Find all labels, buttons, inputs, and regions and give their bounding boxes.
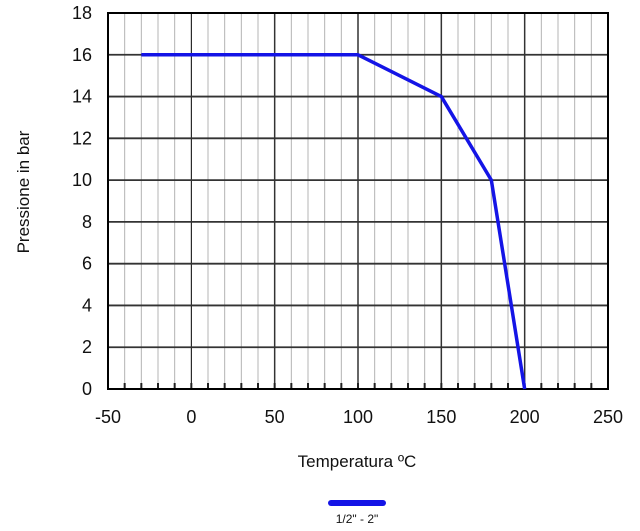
x-tick-label: 200 bbox=[510, 407, 540, 427]
y-tick-label: 0 bbox=[82, 379, 92, 399]
y-tick-label: 14 bbox=[72, 87, 92, 107]
minor-gridlines bbox=[124, 13, 592, 389]
y-tick-label: 18 bbox=[72, 3, 92, 23]
x-tick-label: 0 bbox=[186, 407, 196, 427]
y-tick-label: 8 bbox=[82, 212, 92, 232]
y-tick-label: 16 bbox=[72, 45, 92, 65]
legend-label: 1/2" - 2" bbox=[336, 512, 379, 526]
x-tick-label: -50 bbox=[95, 407, 121, 427]
x-axis-title: Temperatura ºC bbox=[298, 452, 417, 471]
y-tick-labels: 0 2 4 6 8 10 12 14 16 18 bbox=[72, 3, 92, 399]
legend: 1/2" - 2" bbox=[328, 500, 386, 526]
series-layer bbox=[141, 53, 527, 390]
y-axis-title: Pressione in bar bbox=[14, 130, 33, 253]
plot-frame bbox=[107, 12, 609, 390]
y-tick-label: 4 bbox=[82, 295, 92, 315]
x-tick-label: 50 bbox=[265, 407, 285, 427]
x-tick-label: 250 bbox=[593, 407, 623, 427]
x-tick-label: 100 bbox=[343, 407, 373, 427]
series-line bbox=[141, 53, 527, 390]
x-tick-label: 150 bbox=[426, 407, 456, 427]
tick-marks bbox=[123, 383, 593, 388]
major-gridlines bbox=[108, 13, 608, 389]
x-tick-labels: -50 0 50 100 150 200 250 bbox=[95, 407, 623, 427]
y-tick-label: 12 bbox=[72, 128, 92, 148]
y-tick-label: 6 bbox=[82, 254, 92, 274]
y-tick-label: 10 bbox=[72, 170, 92, 190]
y-tick-label: 2 bbox=[82, 337, 92, 357]
